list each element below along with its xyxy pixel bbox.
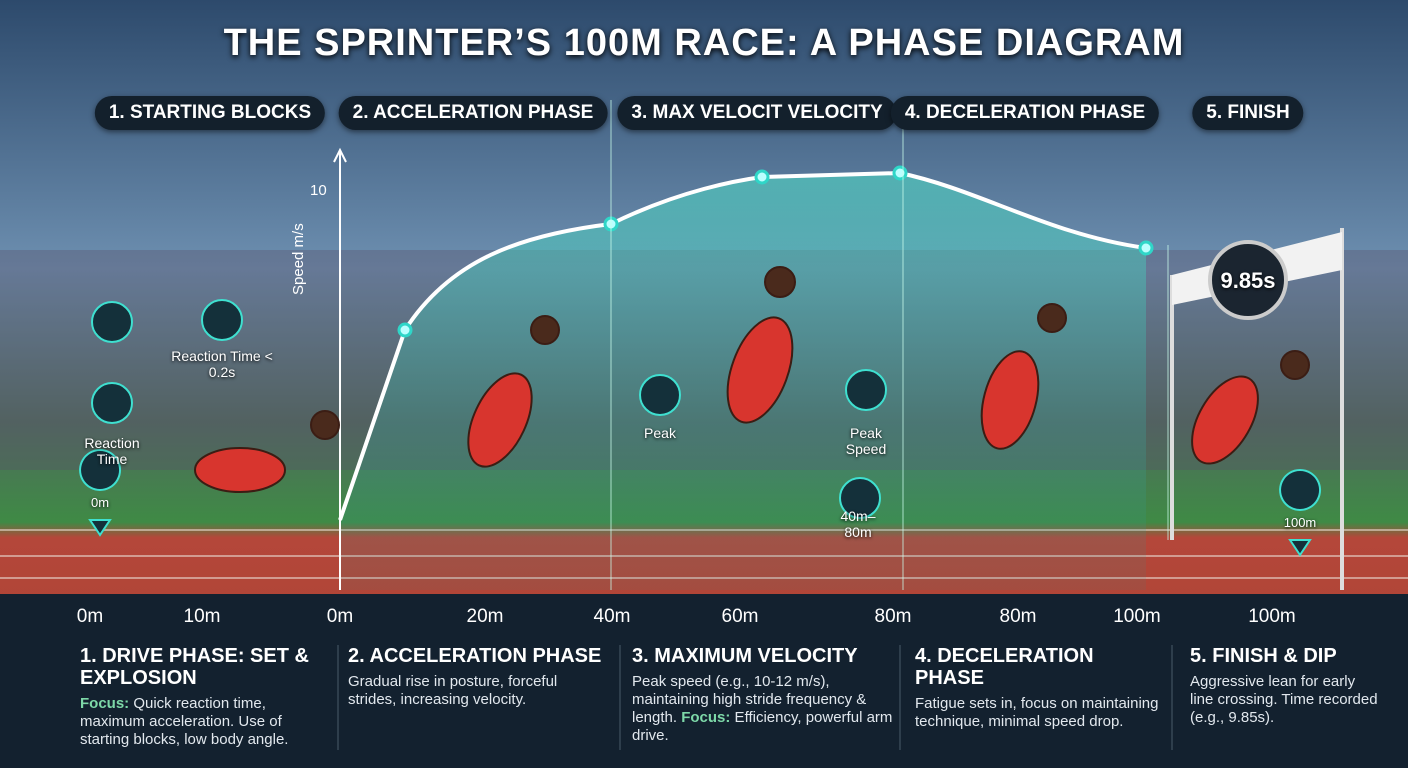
title: THE SPRINTER’S 100M RACE: A PHASE DIAGRA… [223, 22, 1185, 64]
distance-label: 80m [999, 606, 1037, 627]
axis-label: Speed m/s [290, 223, 307, 295]
section-heading: 2. ACCELERATION PHASE [348, 645, 602, 667]
distance-label: 100m [1113, 606, 1161, 627]
runners [194, 266, 1310, 493]
section-text: Fatigue sets in, focus on maintaining te… [915, 695, 1163, 731]
section-heading: 1. DRIVE PHASE: SET & EXPLOSION [80, 645, 309, 689]
distance-label: 40m [593, 606, 631, 627]
text-run: Quick reaction time, maximum acceleratio… [80, 695, 289, 748]
phase-dividers [610, 100, 1169, 590]
text-run: Fatigue sets in, focus on maintaining te… [915, 695, 1159, 730]
distance-label: 10m [183, 606, 221, 627]
phase-pill: 4. DECELERATION PHASE [890, 96, 1160, 130]
distance-label: 60m [721, 606, 759, 627]
bottom-panel [0, 594, 1408, 768]
speed-curve [338, 170, 1147, 521]
text-run: Peak speed (e.g., 10-12 m/s), maintainin… [632, 673, 867, 726]
section: 5. FINISH & DIP Aggressive lean for early… [1190, 645, 1380, 727]
section-heading: 4. DECELERATION PHASE [915, 645, 1094, 689]
distance-label: 20m [466, 606, 504, 627]
distance-label: 0m [326, 606, 354, 627]
section-text: Peak speed (e.g., 10-12 m/s), maintainin… [632, 673, 894, 745]
phase-pill: 3. MAX VELOCIT VELOCITY [617, 96, 897, 130]
callout-label: Reaction Time < 0.2s [171, 348, 273, 380]
text-run: Gradual rise in posture, forceful stride… [348, 673, 558, 708]
phase-pill: 2. ACCELERATION PHASE [338, 96, 608, 130]
distance-label: 100m [1248, 606, 1296, 627]
distance-label: 0m [76, 606, 104, 627]
icons [79, 299, 1321, 557]
section: 2. ACCELERATION PHASE Gradual rise in pos… [348, 645, 608, 709]
axis-tick: 10 [310, 182, 327, 199]
section-text: Focus: Quick reaction time, maximum acce… [80, 695, 320, 749]
callout-label: Peak Speed [845, 425, 887, 457]
callout-label: Peak [644, 425, 676, 441]
finish-banner [1170, 228, 1344, 590]
text-run: Efficiency, powerful arm drive. [632, 709, 893, 744]
section-text: Gradual rise in posture, forceful stride… [348, 673, 608, 709]
axes [333, 147, 347, 590]
phase-pill: 1. STARTING BLOCKS [94, 96, 326, 130]
section: 1. DRIVE PHASE: SET & EXPLOSION Focus: Qu… [80, 645, 320, 749]
text-run: Aggressive lean for early line crossing.… [1190, 673, 1378, 726]
distance-label: 80m [874, 606, 912, 627]
callout-label: Reaction Time [84, 435, 140, 467]
text-run: Focus: [681, 709, 731, 726]
callout-label: 40m–80m [840, 508, 876, 540]
section-heading: 3. MAXIMUM VELOCITY [632, 645, 858, 667]
callout-label: 0m [90, 495, 110, 510]
phase-pill: 5. FINISH [1192, 96, 1304, 130]
section-heading: 5. FINISH & DIP [1190, 645, 1337, 667]
callout-label: 100m [1283, 515, 1317, 530]
section-dividers [337, 645, 1173, 750]
text-run: Focus: [80, 695, 130, 712]
section: 3. MAXIMUM VELOCITY Peak speed (e.g., 10-… [632, 645, 894, 745]
callout-label: 9.85s [1220, 268, 1276, 293]
section: 4. DECELERATION PHASE Fatigue sets in, fo… [915, 645, 1163, 731]
section-text: Aggressive lean for early line crossing.… [1190, 673, 1380, 727]
